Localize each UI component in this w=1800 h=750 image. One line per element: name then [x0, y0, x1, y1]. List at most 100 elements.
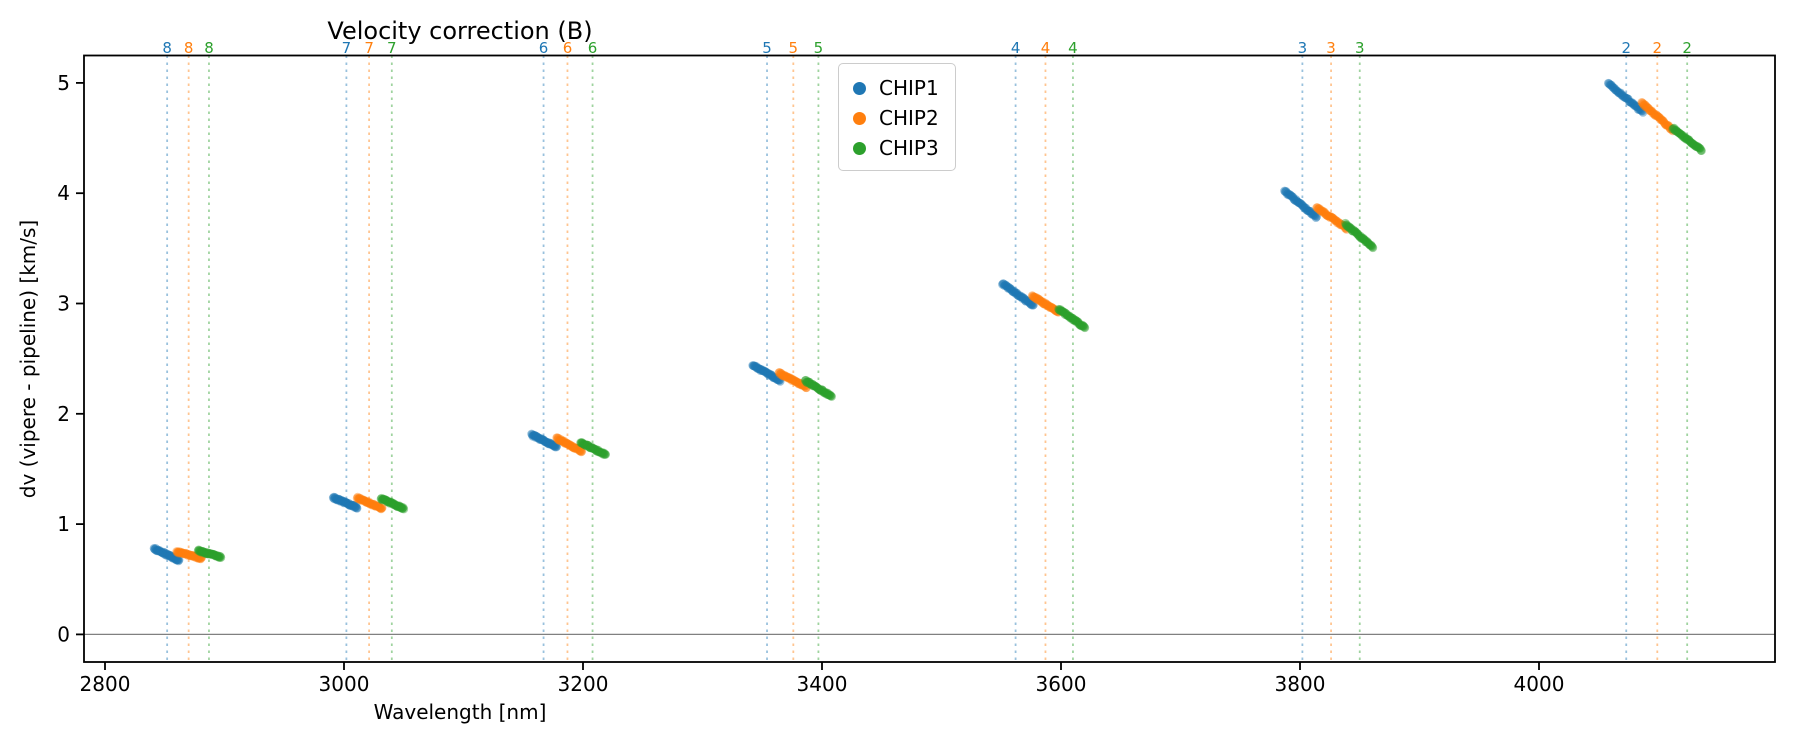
data-point	[1292, 196, 1301, 206]
data-point	[1641, 102, 1651, 112]
data-point	[167, 553, 177, 562]
data-point	[393, 502, 403, 512]
data-point	[330, 494, 339, 504]
data-point	[804, 377, 814, 387]
data-point	[1303, 206, 1313, 216]
data-point	[536, 435, 545, 444]
data-point	[1022, 296, 1031, 305]
scatter-chip3-order-8	[193, 545, 226, 562]
data-point	[1692, 142, 1702, 152]
data-point	[151, 546, 161, 555]
y-axis-label: dv (vipere - pipeline) [km/s]	[16, 219, 40, 499]
scatter-chip2-order-8	[172, 547, 207, 564]
data-point	[1036, 296, 1046, 306]
data-point	[1604, 78, 1613, 88]
data-point	[1043, 301, 1053, 311]
data-point	[359, 495, 368, 505]
data-point	[194, 545, 203, 555]
data-point	[749, 361, 758, 371]
data-point	[203, 549, 213, 559]
data-point	[1033, 294, 1042, 303]
data-point	[783, 372, 793, 382]
data-point	[1336, 219, 1345, 229]
data-point	[215, 553, 225, 562]
data-point	[1012, 288, 1021, 298]
data-point	[1317, 206, 1327, 216]
data-point	[1609, 83, 1618, 93]
data-point	[1311, 213, 1321, 222]
data-point	[821, 388, 830, 398]
data-point	[786, 374, 796, 384]
data-point	[559, 437, 568, 447]
data-point	[1637, 106, 1647, 116]
data-point	[1337, 220, 1347, 229]
data-point	[554, 433, 563, 443]
data-point	[1040, 298, 1050, 308]
data-point	[189, 552, 199, 561]
data-point	[1028, 301, 1038, 310]
data-point	[370, 500, 379, 510]
data-point	[1638, 99, 1648, 109]
data-point	[1077, 321, 1086, 331]
data-point	[564, 439, 573, 449]
data-point	[1615, 89, 1625, 98]
x-tick-label: 3400	[797, 672, 848, 696]
data-point	[173, 555, 183, 564]
data-point	[539, 436, 549, 445]
data-point	[761, 367, 771, 377]
data-point	[194, 546, 204, 555]
data-point	[1346, 223, 1356, 233]
data-point	[1017, 292, 1027, 301]
data-point	[1685, 136, 1694, 146]
data-point	[360, 496, 369, 505]
data-point	[589, 444, 599, 453]
data-point	[1288, 192, 1297, 201]
legend-label: CHIP3	[879, 136, 939, 160]
data-point	[599, 450, 608, 459]
data-point	[1652, 111, 1662, 120]
data-point	[348, 501, 357, 511]
data-point	[1319, 207, 1329, 216]
data-point	[186, 551, 195, 561]
data-point	[207, 549, 216, 559]
legend-item-chip3: CHIP3	[853, 133, 955, 163]
data-point	[1315, 206, 1325, 215]
data-point	[542, 437, 551, 447]
data-point	[773, 375, 782, 384]
data-point	[376, 504, 386, 514]
data-point	[357, 495, 367, 504]
data-point	[174, 548, 184, 558]
data-point	[1033, 296, 1043, 305]
data-point	[1044, 301, 1053, 311]
data-point	[1063, 311, 1073, 321]
top-axis-order-label: 3	[1326, 39, 1336, 57]
scatter-chip1-order-5	[748, 361, 785, 386]
data-point	[1654, 112, 1664, 122]
data-point	[823, 390, 833, 400]
data-point	[336, 496, 346, 506]
legend-marker-icon	[853, 141, 866, 155]
data-point	[178, 549, 188, 558]
data-point	[1043, 301, 1052, 310]
data-point	[197, 546, 207, 556]
data-point	[556, 435, 565, 444]
data-point	[362, 498, 372, 508]
data-point	[1614, 88, 1624, 98]
data-point	[575, 446, 584, 455]
data-point	[781, 372, 790, 381]
data-point	[184, 550, 193, 559]
data-point	[155, 546, 164, 555]
data-point	[197, 548, 206, 557]
data-point	[1607, 82, 1617, 91]
data-point	[392, 502, 402, 511]
data-point	[1671, 126, 1680, 136]
data-point	[1025, 299, 1035, 308]
data-point	[1638, 98, 1647, 108]
data-point	[1323, 211, 1332, 221]
data-point	[1052, 306, 1061, 316]
data-point	[1075, 320, 1085, 330]
data-point	[1023, 296, 1032, 306]
data-point	[771, 373, 781, 383]
data-point	[1673, 128, 1683, 137]
data-point	[826, 391, 836, 401]
